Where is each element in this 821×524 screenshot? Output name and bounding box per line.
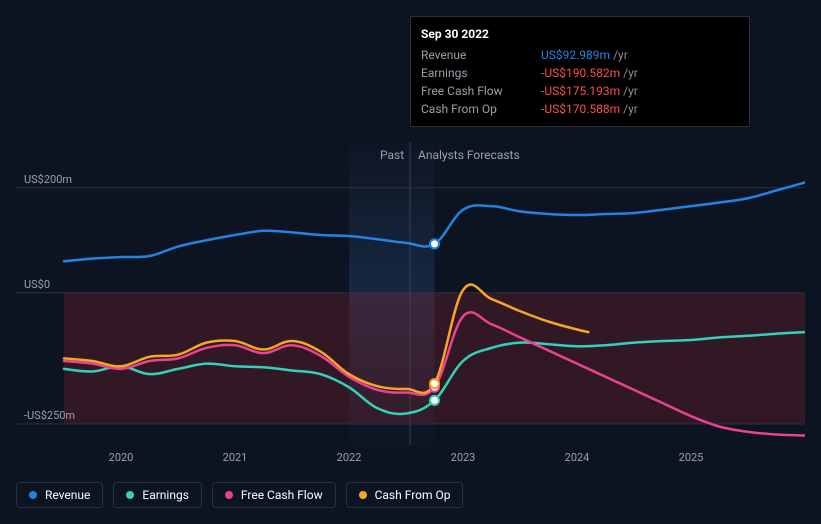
tooltip-row: Free Cash Flow -US$175.193m/yr <box>421 82 739 100</box>
legend-item-revenue[interactable]: Revenue <box>16 482 103 508</box>
tooltip-row-value: US$92.989m/yr <box>541 46 628 64</box>
tooltip-row-value: -US$190.582m/yr <box>541 64 638 82</box>
marker-cfo <box>430 379 439 388</box>
y-axis-label: US$0 <box>24 278 50 291</box>
marker-earnings <box>430 396 439 405</box>
x-axis-label: 2023 <box>451 451 476 464</box>
tooltip-row-value: -US$175.193m/yr <box>541 82 638 100</box>
tooltip-title: Sep 30 2022 <box>421 25 739 43</box>
x-axis-label: 2021 <box>223 451 248 464</box>
legend-label: Free Cash Flow <box>241 488 323 502</box>
tooltip-row: Earnings -US$190.582m/yr <box>421 64 739 82</box>
x-axis-label: 2020 <box>109 451 134 464</box>
tooltip-row-label: Earnings <box>421 64 521 82</box>
legend-label: Cash From Op <box>375 488 451 502</box>
x-axis-label: 2022 <box>337 451 362 464</box>
legend-dot-icon <box>225 491 233 499</box>
y-axis-label: -US$250m <box>24 409 75 422</box>
legend-item-cfo[interactable]: Cash From Op <box>346 482 464 508</box>
forecast-label: Analysts Forecasts <box>418 148 520 162</box>
tooltip-row-label: Cash From Op <box>421 100 521 118</box>
tooltip-row: Revenue US$92.989m/yr <box>421 46 739 64</box>
tooltip: Sep 30 2022 RevenueUS$92.989m/yrEarnings… <box>410 16 750 127</box>
tooltip-row: Cash From Op -US$170.588m/yr <box>421 100 739 118</box>
x-axis-label: 2025 <box>679 451 704 464</box>
legend-item-fcf[interactable]: Free Cash Flow <box>212 482 336 508</box>
y-axis-label: US$200m <box>24 173 72 186</box>
legend-item-earnings[interactable]: Earnings <box>113 482 202 508</box>
legend-dot-icon <box>359 491 367 499</box>
legend: Revenue Earnings Free Cash Flow Cash From O… <box>16 482 463 508</box>
tooltip-row-label: Free Cash Flow <box>421 82 521 100</box>
legend-dot-icon <box>126 491 134 499</box>
tooltip-row-label: Revenue <box>421 46 521 64</box>
x-axis-label: 2024 <box>565 451 590 464</box>
tooltip-row-value: -US$170.588m/yr <box>541 100 638 118</box>
legend-dot-icon <box>29 491 37 499</box>
marker-revenue <box>430 239 439 248</box>
legend-label: Earnings <box>142 488 189 502</box>
past-label: Past <box>380 148 404 162</box>
legend-label: Revenue <box>45 488 90 502</box>
